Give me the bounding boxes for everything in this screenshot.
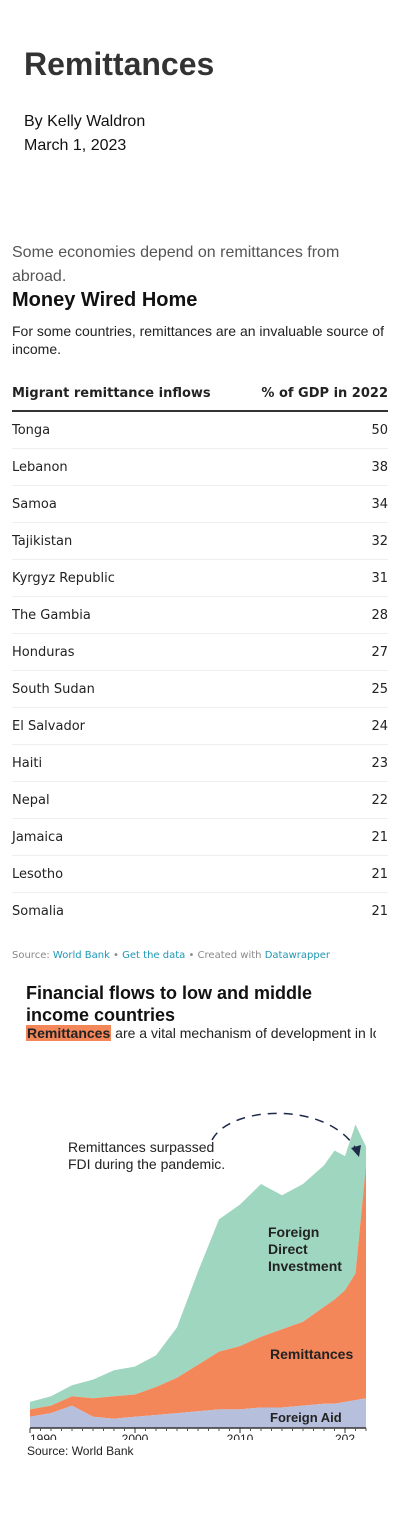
foreign-aid-area bbox=[30, 1398, 366, 1428]
country-cell: Nepal bbox=[12, 792, 50, 808]
separator: • bbox=[188, 950, 195, 961]
gdp-value-cell: 25 bbox=[371, 681, 388, 697]
gdp-value-cell: 31 bbox=[371, 570, 388, 586]
table-row: Jamaica 21 bbox=[12, 819, 388, 856]
gdp-value-cell: 22 bbox=[371, 792, 388, 808]
table-header: Migrant remittance inflows % of GDP in 2… bbox=[12, 376, 388, 412]
annotation-line-2: FDI during the pandemic. bbox=[68, 1156, 225, 1172]
gdp-value-cell: 32 bbox=[371, 533, 388, 549]
gdp-value-cell: 27 bbox=[371, 644, 388, 660]
column-header-gdp[interactable]: % of GDP in 2022 bbox=[261, 385, 388, 401]
fdi-label-3: Investment bbox=[268, 1258, 342, 1274]
table-body: Tonga 50 Lebanon 38 Samoa 34 Tajikistan 32 Kyrgy… bbox=[12, 412, 388, 929]
fdi-area bbox=[30, 1124, 366, 1410]
byline: By Kelly Waldron March 1, 2023 bbox=[24, 110, 145, 158]
annotation-arrow bbox=[211, 1112, 359, 1153]
author: By Kelly Waldron bbox=[24, 113, 146, 130]
country-cell: Jamaica bbox=[12, 829, 64, 845]
remittances-area bbox=[30, 1165, 366, 1419]
x-tick-label: 202 bbox=[335, 1432, 355, 1440]
country-cell: The Gambia bbox=[12, 607, 91, 623]
table-row: Tajikistan 32 bbox=[12, 523, 388, 560]
table-row: Lesotho 21 bbox=[12, 856, 388, 893]
table-chart-title: Money Wired Home bbox=[12, 289, 198, 311]
gdp-value-cell: 24 bbox=[371, 718, 388, 734]
article-title: Remittances bbox=[24, 46, 215, 82]
x-tick-label: 1990 bbox=[30, 1432, 57, 1440]
get-data-link[interactable]: Get the data bbox=[122, 950, 186, 961]
datawrapper-link[interactable]: Datawrapper bbox=[264, 950, 330, 961]
x-tick-label: 2000 bbox=[122, 1432, 149, 1440]
source-link[interactable]: World Bank bbox=[52, 950, 110, 961]
table-row: Honduras 27 bbox=[12, 634, 388, 671]
table-source-line: Source: World Bank • Get the data • Crea… bbox=[12, 950, 330, 961]
remittances-label: Remittances bbox=[270, 1346, 353, 1362]
country-cell: Lebanon bbox=[12, 459, 68, 475]
country-cell: Somalia bbox=[12, 903, 65, 919]
area-chart-title: Financial flows to low and middle income… bbox=[26, 983, 313, 1025]
remittance-table: Migrant remittance inflows % of GDP in 2… bbox=[12, 376, 388, 929]
country-cell: Tajikistan bbox=[12, 533, 73, 549]
table-row: Somalia 21 bbox=[12, 893, 388, 929]
gdp-value-cell: 38 bbox=[371, 459, 388, 475]
gdp-value-cell: 28 bbox=[371, 607, 388, 623]
country-cell: Honduras bbox=[12, 644, 75, 660]
x-axis-ticks: 1990 2000 2010 202 bbox=[29, 1428, 367, 1440]
table-chart-description: For some countries, remittances are an i… bbox=[12, 323, 384, 357]
table-row: South Sudan 25 bbox=[12, 671, 388, 708]
gdp-value-cell: 50 bbox=[371, 422, 388, 438]
country-cell: South Sudan bbox=[12, 681, 95, 697]
source-label: Source: bbox=[12, 950, 50, 961]
area-chart: Remittances surpassed FDI during the pan… bbox=[29, 1112, 367, 1440]
country-cell: Samoa bbox=[12, 496, 57, 512]
gdp-value-cell: 23 bbox=[371, 755, 388, 771]
country-cell: El Salvador bbox=[12, 718, 85, 734]
fdi-label-2: Direct bbox=[268, 1241, 308, 1257]
table-row: Samoa 34 bbox=[12, 486, 388, 523]
fdi-label-1: Foreign bbox=[268, 1224, 319, 1240]
table-row: Lebanon 38 bbox=[12, 449, 388, 486]
foreign-aid-label: Foreign Aid bbox=[270, 1410, 342, 1425]
gdp-value-cell: 21 bbox=[371, 866, 388, 882]
remittances-highlight: Remittances bbox=[26, 1025, 112, 1041]
table-row: The Gambia 28 bbox=[12, 597, 388, 634]
annotation-line-1: Remittances surpassed bbox=[68, 1139, 214, 1155]
gdp-value-cell: 34 bbox=[371, 496, 388, 512]
country-cell: Kyrgyz Republic bbox=[12, 570, 115, 586]
created-with-label: Created with bbox=[197, 950, 262, 961]
x-tick-label: 2010 bbox=[227, 1432, 254, 1440]
gdp-value-cell: 21 bbox=[371, 829, 388, 845]
table-row: Tonga 50 bbox=[12, 412, 388, 449]
table-row: Haiti 23 bbox=[12, 745, 388, 782]
arrow-head-icon bbox=[351, 1145, 361, 1157]
table-row: El Salvador 24 bbox=[12, 708, 388, 745]
column-header-country[interactable]: Migrant remittance inflows bbox=[12, 385, 211, 401]
intro-paragraph: Some economies depend on remittances fro… bbox=[12, 244, 340, 285]
area-chart-description: Remittances are a vital mechanism of dev… bbox=[26, 1025, 376, 1042]
country-cell: Tonga bbox=[12, 422, 51, 438]
publish-date: March 1, 2023 bbox=[24, 137, 127, 154]
separator: • bbox=[113, 950, 119, 961]
country-cell: Haiti bbox=[12, 755, 43, 771]
gdp-value-cell: 21 bbox=[371, 903, 388, 919]
country-cell: Lesotho bbox=[12, 866, 64, 882]
description-text: are a vital mechanism of development in … bbox=[115, 1025, 376, 1041]
table-row: Nepal 22 bbox=[12, 782, 388, 819]
area-chart-source: Source: World Bank bbox=[27, 1444, 134, 1458]
area-series-group bbox=[30, 1124, 366, 1428]
table-row: Kyrgyz Republic 31 bbox=[12, 560, 388, 597]
